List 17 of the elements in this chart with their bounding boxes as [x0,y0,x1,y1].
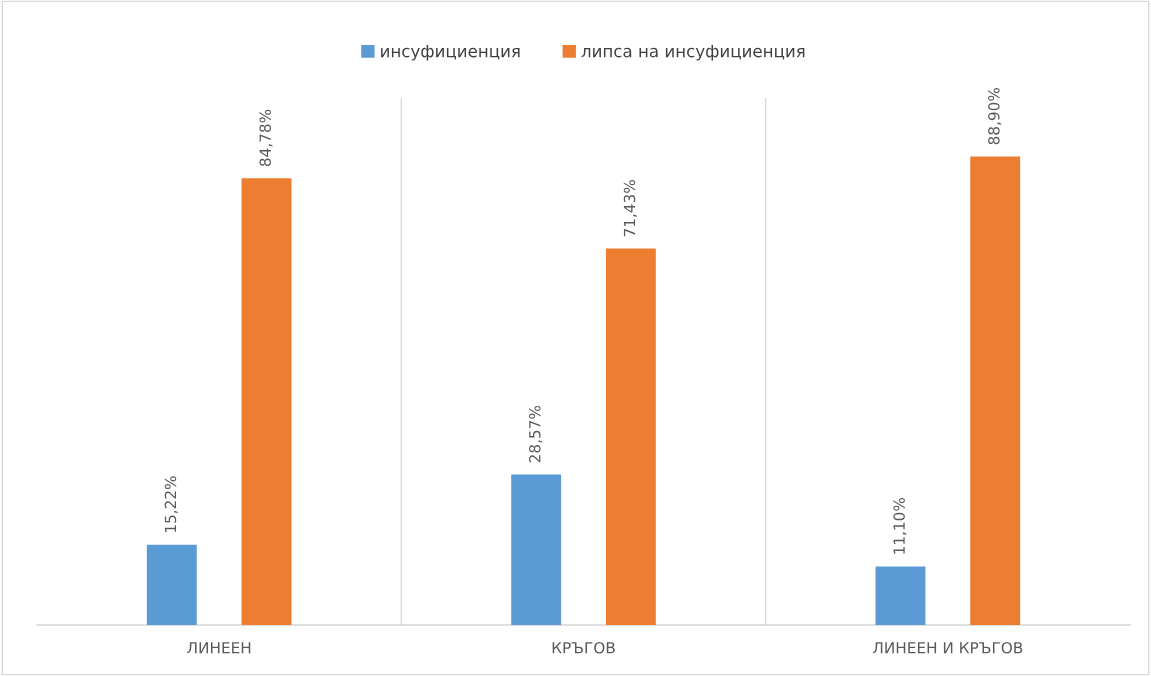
data-label: 71,43% [623,180,637,237]
data-label: 15,22% [164,476,178,532]
data-label: 28,57% [529,405,543,463]
legend-label: липса на инсуфициенция [581,45,805,61]
data-label: 11,10% [893,497,907,554]
bar [146,544,197,625]
bar [970,156,1021,625]
bar [511,474,562,625]
bar [605,248,656,625]
x-tick-label: ЛИНЕЕН [187,642,251,654]
bar [875,566,926,625]
data-label: 88,90% [988,87,1002,145]
legend-label: инсуфициенция [381,45,520,61]
x-tick-label: КРЪГОВ [552,641,615,654]
x-tick-label: ЛИНЕЕН И КРЪГОВ [872,641,1023,654]
data-label: 84,78% [259,109,273,167]
bar [241,178,292,625]
